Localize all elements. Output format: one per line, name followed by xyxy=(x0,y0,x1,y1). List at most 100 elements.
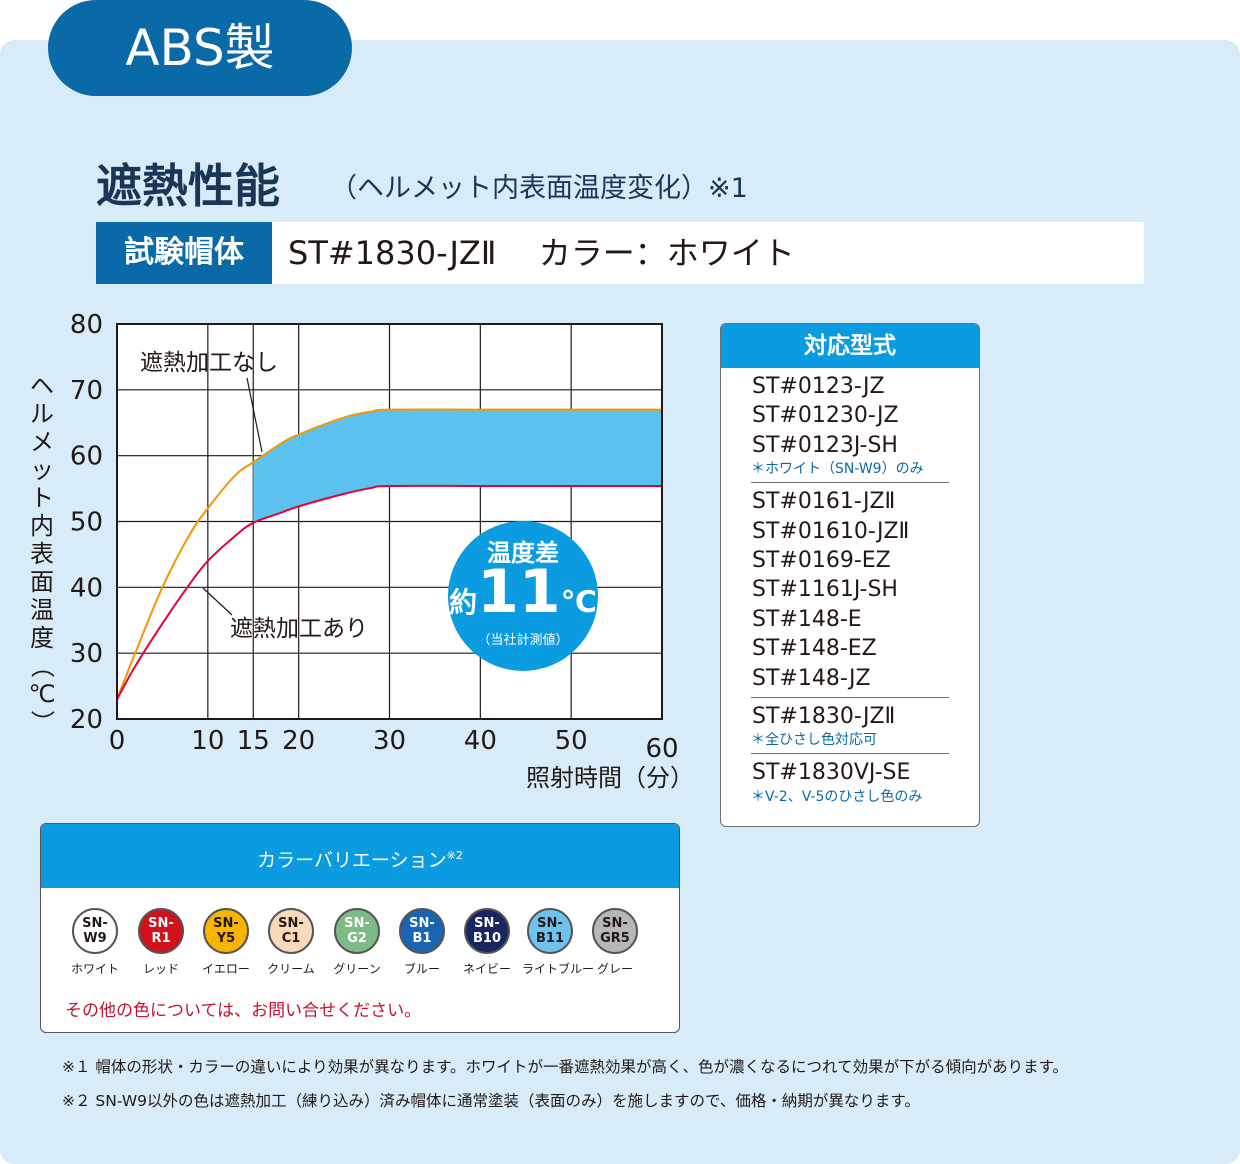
x-tick-label: 10 xyxy=(191,726,224,756)
model-item: ST#01230-JZ xyxy=(752,403,899,429)
color-code: C1 xyxy=(281,931,301,946)
model-item: ST#1830-JZⅡ xyxy=(752,704,896,730)
color-code: B1 xyxy=(412,931,432,946)
color-code-prefix: SN- xyxy=(82,916,108,931)
bubble-unit: ℃ xyxy=(560,585,597,620)
y-tick-label: 30 xyxy=(70,639,103,669)
color-name: ライトブルー xyxy=(522,962,595,976)
series-label-1-leader xyxy=(246,377,263,453)
colors-title-sup: ※2 xyxy=(446,849,463,862)
color-chip: SN- B11 ライトブルー xyxy=(522,908,595,977)
x-tick-label: 20 xyxy=(282,726,315,756)
color-chip: SN- Y5 イエロー xyxy=(198,908,254,977)
x-tick-label: 15 xyxy=(237,726,270,756)
y-axis-label-char: ル xyxy=(30,400,54,428)
temperature-difference-bubble: 温度差 約11℃ （当社計測値） xyxy=(448,521,598,671)
color-code-prefix: SN- xyxy=(278,916,304,931)
model-item: ST#1161J-SH xyxy=(752,577,898,603)
material-badge: ABS製 xyxy=(48,0,352,96)
model-item: ST#01610-JZⅡ xyxy=(752,518,910,544)
spec-bar: 試験帽体 ST#1830-JZⅡ カラー：ホワイト xyxy=(96,222,1144,284)
color-chip: SN- G2 グリーン xyxy=(329,908,385,977)
model-item: ST#148-EZ xyxy=(752,636,877,662)
models-title: 対応型式 xyxy=(721,324,979,368)
color-swatch: SN- B1 xyxy=(399,908,445,954)
bubble-note: （当社計測値） xyxy=(477,633,569,648)
color-code: W9 xyxy=(83,931,107,946)
model-item: ST#0123-JZ xyxy=(752,374,885,399)
bubble-value: 約11℃ xyxy=(448,557,598,627)
y-tick-label: 60 xyxy=(70,442,103,472)
series-label-2-leader xyxy=(202,587,233,616)
color-chip: SN- C1 クリーム xyxy=(263,908,319,977)
model-note: ＊全ひさし色対応可 xyxy=(751,732,877,749)
color-swatch: SN- B11 xyxy=(527,908,573,954)
color-name: レッド xyxy=(142,962,179,976)
x-tick-label: 30 xyxy=(373,726,406,756)
color-code-prefix: SN- xyxy=(344,916,370,931)
model-item: ST#148-E xyxy=(752,606,862,632)
color-code: Y5 xyxy=(216,931,236,946)
color-swatch: SN- C1 xyxy=(268,908,314,954)
spec-label: 試験帽体 xyxy=(96,222,272,284)
color-swatch: SN- B10 xyxy=(464,908,510,954)
color-name: イエロー xyxy=(202,962,250,976)
color-chip: SN- GR5 グレー xyxy=(587,908,643,977)
compatible-models-box: 対応型式 ST#0123-JZ ST#01230-JZ ST#0123J-SH ＊ホワ… xyxy=(720,323,980,827)
footnotes: ※１ 帽体の形状・カラーの違いにより効果が異なります。ホワイトが一番遮熱効果が高… xyxy=(62,1050,1068,1118)
y-axis-label: ヘルメット内表面温度（℃） xyxy=(28,372,56,736)
color-chip: SN- R1 レッド xyxy=(133,908,189,977)
y-axis-label-char: 度 xyxy=(30,624,54,652)
color-swatch: SN- R1 xyxy=(138,908,184,954)
model-groups: ST#0123-JZ ST#01230-JZ ST#0123J-SH ＊ホワイト（SN… xyxy=(721,368,979,810)
y-axis-label-char: 面 xyxy=(30,568,54,596)
color-chips: SN- W9 ホワイト SN- R1 レッド SN- Y5 イエロー SN- C1 クリーム SN- G2… xyxy=(67,908,667,978)
temperature-difference-area xyxy=(253,409,662,523)
y-axis-label-char: ト xyxy=(30,484,54,512)
color-chip: SN- B1 ブルー xyxy=(394,908,450,977)
y-axis-label-char: 温 xyxy=(30,596,54,624)
color-name: グレー xyxy=(596,962,633,976)
color-code-prefix: SN- xyxy=(602,916,628,931)
color-code: R1 xyxy=(151,931,171,946)
x-tick-label: 40 xyxy=(464,726,497,756)
bubble-number: 11 xyxy=(477,557,561,627)
color-code-prefix: SN- xyxy=(474,916,500,931)
plot-frame xyxy=(116,323,663,720)
x-tick-label: 60 xyxy=(645,734,678,760)
y-axis-label-char: ℃ xyxy=(28,680,56,708)
model-item: ST#148-JZ xyxy=(752,665,871,691)
page-subtitle: （ヘルメット内表面温度変化）※1 xyxy=(330,173,748,204)
series-line-1 xyxy=(116,408,662,700)
color-code: B10 xyxy=(473,931,501,946)
model-item: ST#0123J-SH xyxy=(752,432,898,458)
color-code: GR5 xyxy=(600,931,630,946)
temperature-chart: 20 30 40 50 60 70 80 0 10 15 20 30 40 50 60 遮熱加工なし遮熱加工あ… xyxy=(70,310,679,760)
color-code: G2 xyxy=(347,931,367,946)
color-code-prefix: SN- xyxy=(409,916,435,931)
y-tick-label: 20 xyxy=(70,705,103,735)
footnote-1: ※１ 帽体の形状・カラーの違いにより効果が異なります。ホワイトが一番遮熱効果が高… xyxy=(62,1058,1069,1076)
y-tick-label: 50 xyxy=(70,508,103,538)
y-axis-label-char: ） xyxy=(28,710,56,734)
color-chip: SN- W9 ホワイト xyxy=(67,908,123,977)
model-note: ＊V-2、V-5のひさし色のみ xyxy=(751,788,923,805)
model-group: ST#0123-JZ ST#01230-JZ ST#0123J-SH ＊ホワイト（SN… xyxy=(751,368,949,484)
color-code-prefix: SN- xyxy=(213,916,239,931)
spec-value: ST#1830-JZⅡ カラー：ホワイト xyxy=(288,234,795,272)
colors-title: カラーバリエーション※2 xyxy=(41,824,679,888)
y-axis-label-char: 内 xyxy=(30,512,54,540)
y-axis-label-char: ッ xyxy=(30,456,54,484)
colors-footer: その他の色については、お問い合せください。 xyxy=(65,1001,422,1021)
model-item: ST#1830VJ-SE xyxy=(752,760,911,786)
color-name: ネイビー xyxy=(462,962,511,976)
colors-title-text: カラーバリエーション xyxy=(257,849,447,872)
y-tick-label: 40 xyxy=(70,573,103,603)
x-tick-label: 0 xyxy=(109,726,126,756)
y-tick-label: 80 xyxy=(70,310,103,340)
color-variation-box: カラーバリエーション※2 SN- W9 ホワイト SN- R1 レッド SN- Y5 イエロー S… xyxy=(40,823,680,1033)
series-label-2: 遮熱加工あり xyxy=(230,616,368,642)
model-item: ST#0169-EZ xyxy=(752,548,891,574)
model-group: ST#0161-JZⅡ ST#01610-JZⅡ ST#0169-EZ ST#1161… xyxy=(751,483,949,699)
y-axis-label-char: 表 xyxy=(30,540,54,568)
